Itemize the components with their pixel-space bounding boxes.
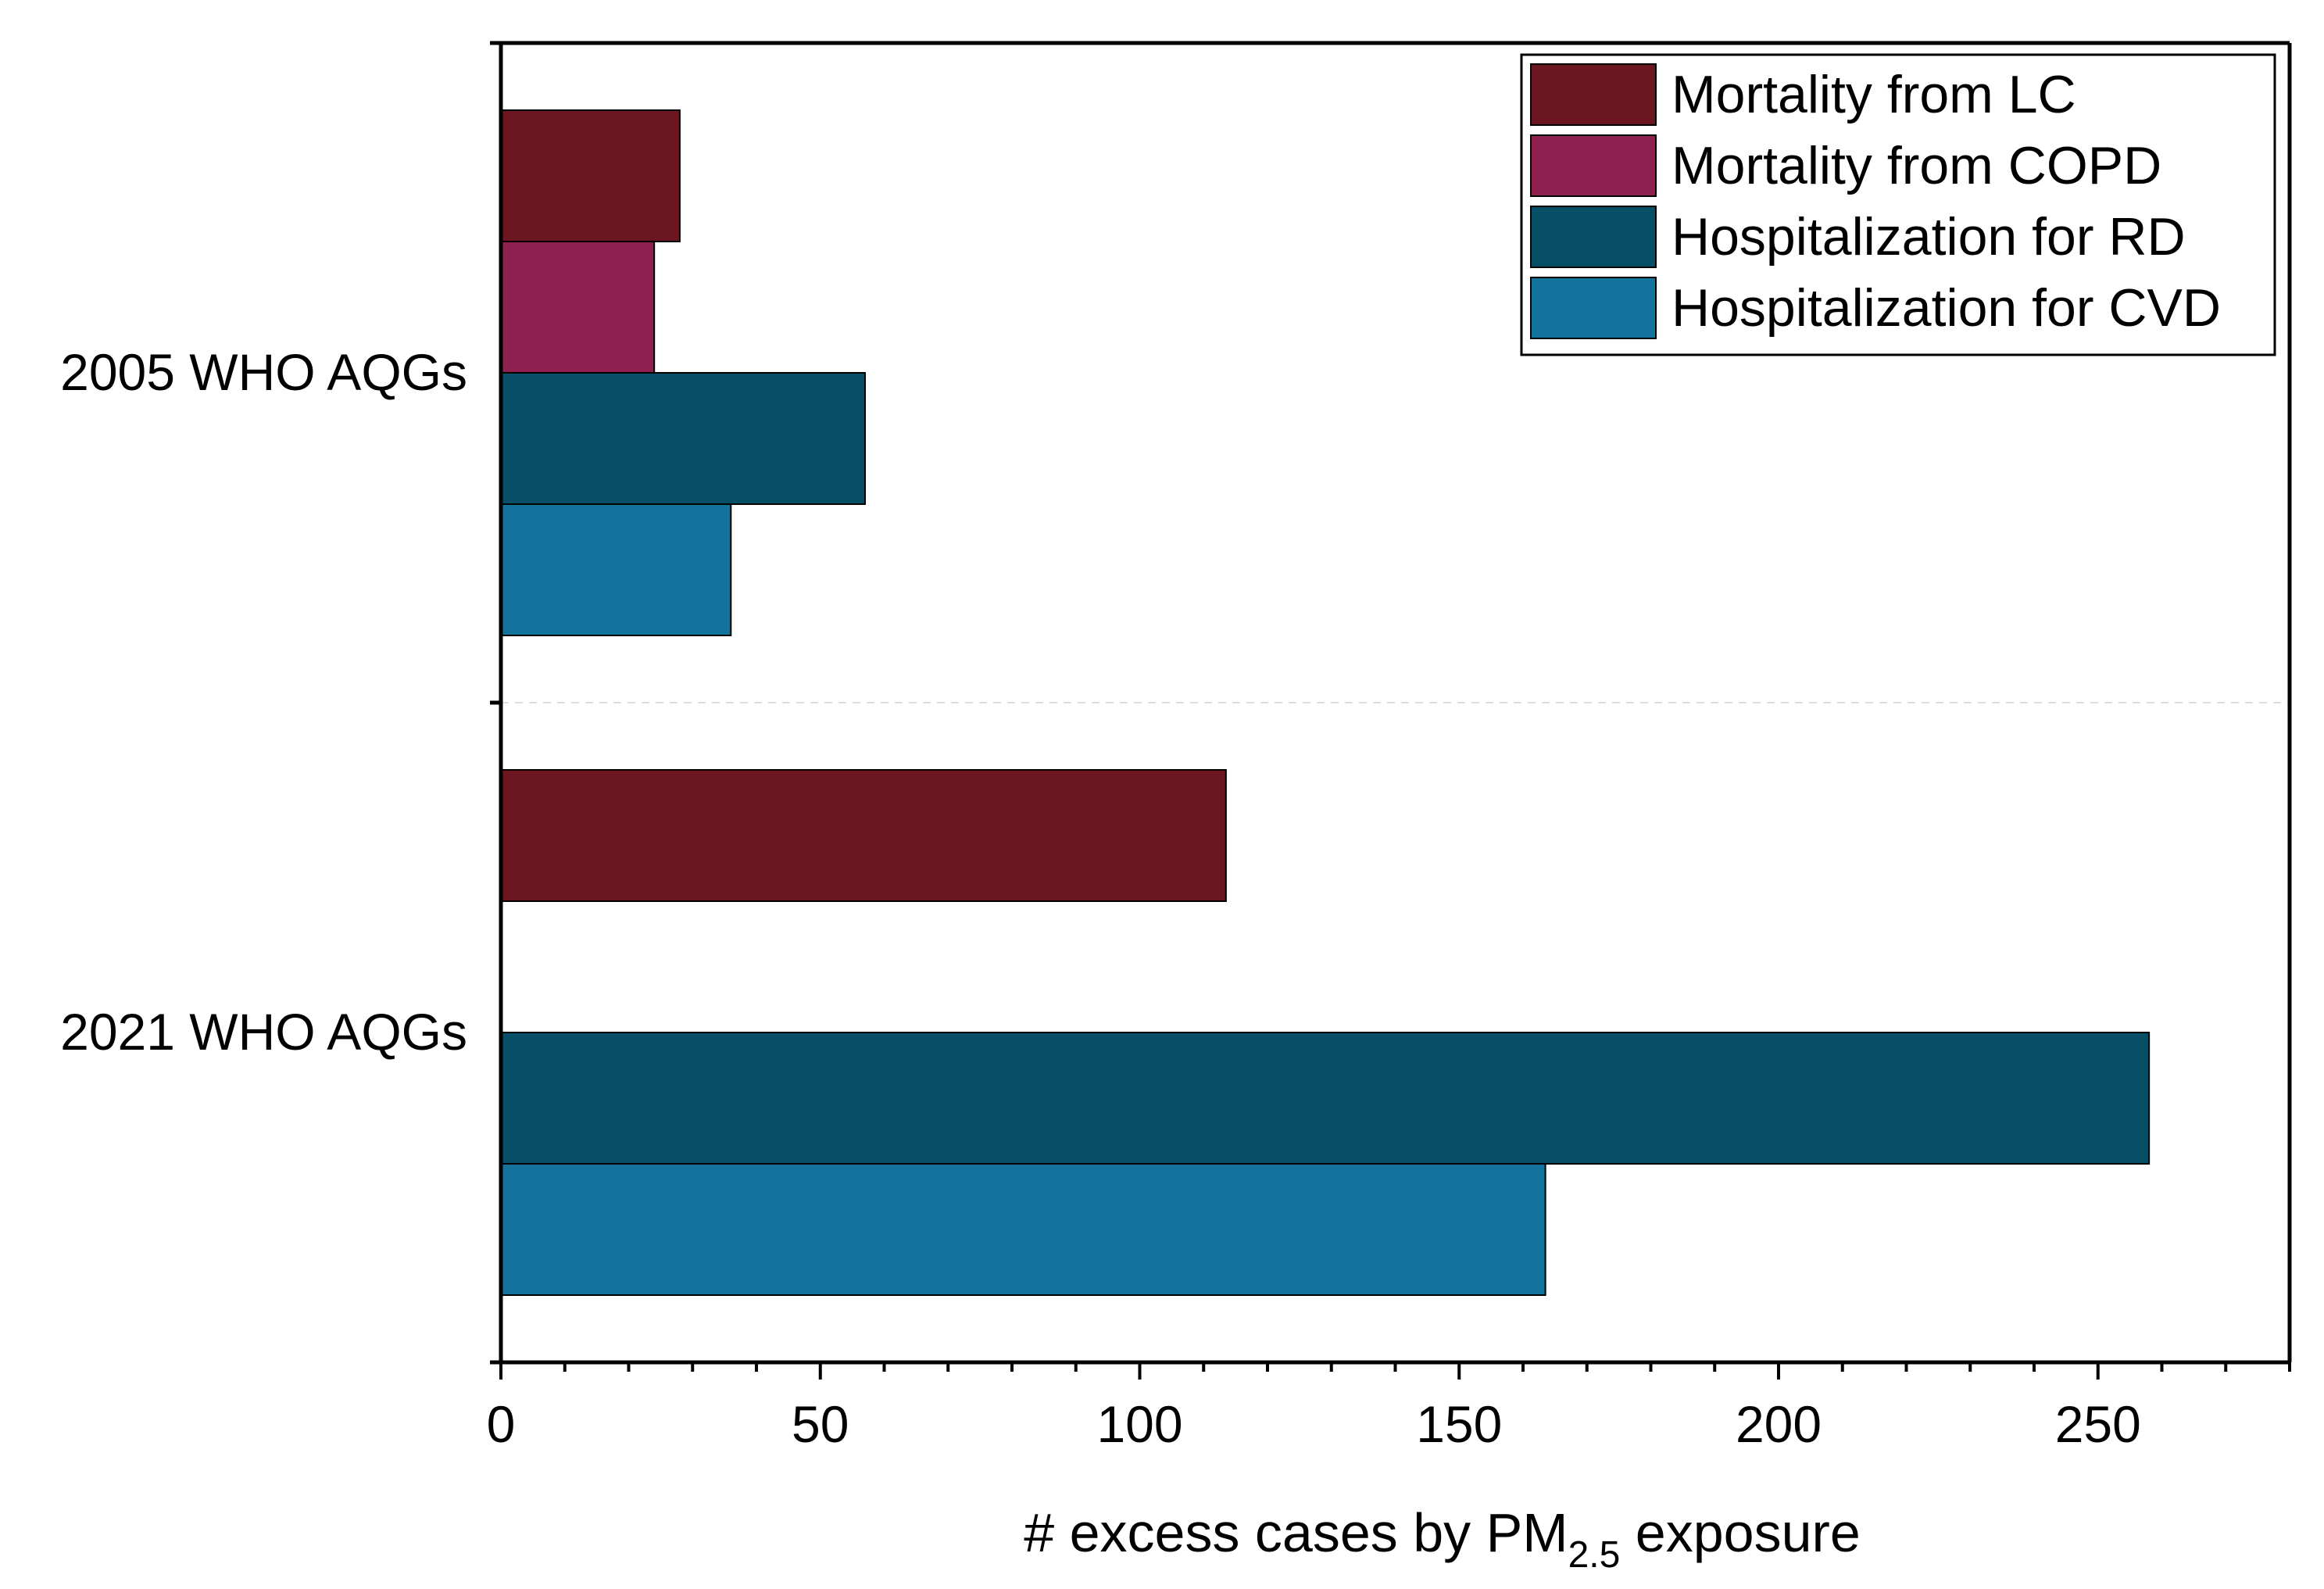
ticks-group: 0 50 100 150 200 250 — [487, 41, 2291, 1453]
legend-swatch — [1530, 134, 1657, 197]
bar-hospitalization-for-cvd-1 — [500, 1163, 1546, 1296]
x-tick-label: 250 — [2055, 1395, 2141, 1453]
legend-swatch — [1530, 63, 1657, 126]
category-label: 2021 WHO AQGs — [60, 1003, 467, 1061]
bar-hospitalization-for-rd-1 — [500, 1032, 2151, 1165]
legend-label: Mortality from COPD — [1671, 136, 2161, 195]
bar-mortality-from-lc-0 — [500, 109, 681, 242]
bar-mortality-from-copd-0 — [500, 241, 656, 374]
category-label: 2005 WHO AQGs — [60, 343, 467, 401]
category-labels: 2005 WHO AQGs 2021 WHO AQGs — [60, 343, 467, 1061]
legend: Mortality from LC Mortality from COPD Hosp… — [1520, 53, 2276, 356]
legend-label: Hospitalization for RD — [1671, 207, 2186, 267]
x-tick-label: 50 — [792, 1395, 849, 1453]
legend-swatch — [1530, 206, 1657, 268]
legend-label: Mortality from LC — [1671, 65, 2076, 124]
legend-swatch — [1530, 277, 1657, 339]
bar-mortality-from-lc-1 — [500, 769, 1227, 902]
x-tick-label: 150 — [1416, 1395, 1502, 1453]
x-axis-title: # excess cases by PM2.5 exposure — [1024, 1502, 1861, 1576]
x-tick-label: 0 — [487, 1395, 516, 1453]
x-tick-label: 200 — [1736, 1395, 1822, 1453]
bar-hospitalization-for-cvd-0 — [500, 503, 732, 636]
x-tick-label: 100 — [1096, 1395, 1182, 1453]
bar-hospitalization-for-rd-0 — [500, 372, 866, 505]
bars-group — [500, 109, 2151, 1296]
legend-label: Hospitalization for CVD — [1671, 278, 2221, 338]
